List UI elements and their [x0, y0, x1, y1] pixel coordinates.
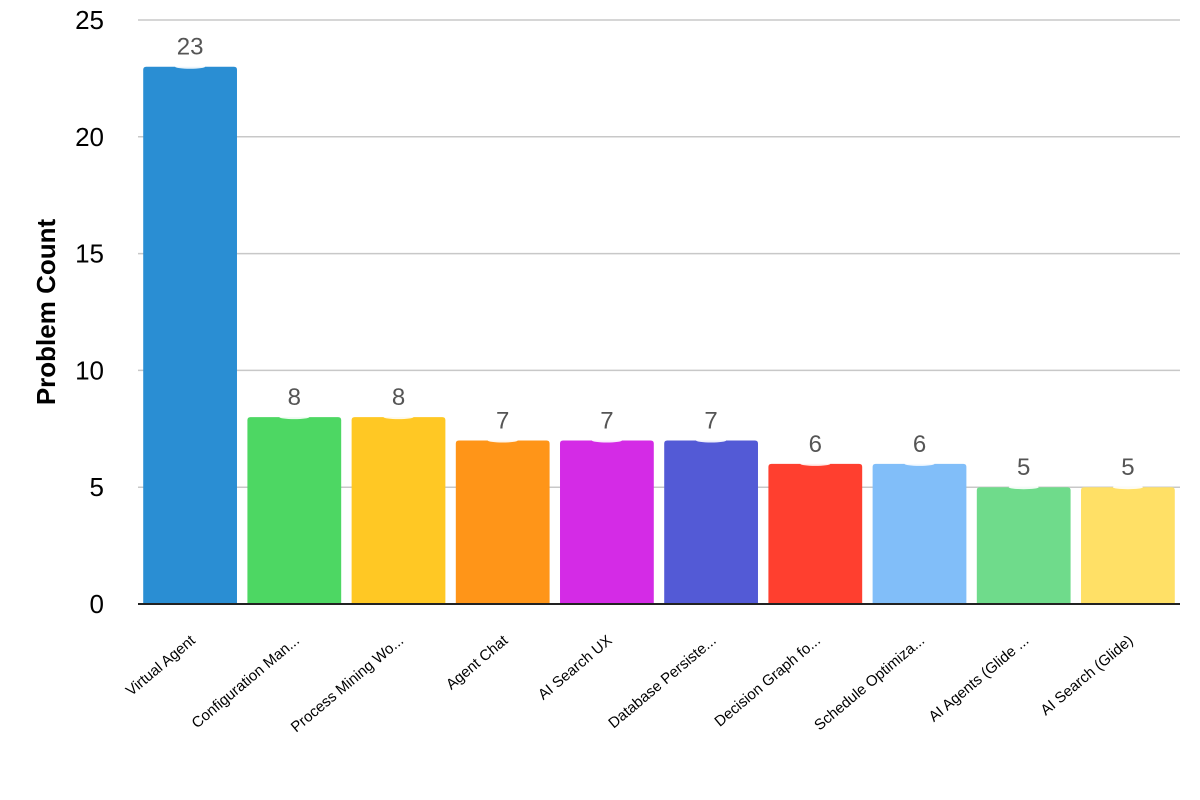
x-tick-label: Schedule Optimiza...: [811, 632, 928, 734]
y-tick-label: 20: [75, 122, 104, 152]
x-tick-label: AI Search UX: [535, 632, 616, 703]
x-tick-label: Database Persiste...: [605, 632, 719, 732]
data-label: 5: [1017, 454, 1030, 481]
bar: [247, 417, 342, 604]
y-axis-title: Problem Count: [31, 219, 61, 406]
bar: [455, 440, 550, 604]
x-tick-label: AI Search (Glide): [1037, 632, 1136, 719]
bar-top-marker: [175, 64, 206, 69]
bar: [976, 487, 1071, 604]
data-label: 6: [809, 431, 822, 458]
y-tick-label: 10: [75, 355, 104, 385]
bar-top-marker: [696, 438, 727, 443]
bar: [560, 440, 654, 604]
y-tick-label: 25: [75, 5, 104, 35]
bars: [143, 64, 1175, 605]
bar-top-marker: [904, 461, 935, 466]
x-tick-label: AI Agents (Glide ...: [926, 632, 1033, 725]
x-tick-label: Virtual Agent: [123, 632, 200, 700]
y-tick-label: 0: [90, 589, 104, 619]
data-label: 7: [600, 407, 613, 434]
data-label: 7: [704, 407, 717, 434]
data-label: 6: [913, 431, 926, 458]
x-tick-label: Decision Graph fo...: [711, 632, 823, 730]
y-tick-label: 5: [90, 472, 104, 502]
x-tick-label: Agent Chat: [443, 632, 512, 694]
data-label: 5: [1121, 454, 1134, 481]
bar: [143, 66, 237, 605]
bar-top-marker: [383, 415, 414, 420]
bar-top-marker: [800, 461, 831, 466]
data-label: 8: [392, 384, 405, 411]
data-label: 8: [288, 384, 301, 411]
x-tick-label: Process Mining Wo...: [288, 632, 407, 736]
bar-top-marker: [487, 438, 518, 443]
bar: [351, 417, 446, 604]
bar: [768, 463, 863, 604]
bar-top-marker: [591, 438, 622, 443]
bar: [872, 463, 967, 604]
y-tick-label: 15: [75, 239, 104, 269]
bar: [1081, 487, 1175, 604]
x-tick-label: Configuration Man...: [188, 632, 302, 732]
bar: [664, 440, 758, 604]
bar-top-marker: [279, 415, 310, 420]
bar-top-marker: [1112, 485, 1143, 490]
data-label: 23: [177, 34, 204, 61]
bar-top-marker: [1008, 485, 1039, 490]
data-label: 7: [496, 407, 509, 434]
